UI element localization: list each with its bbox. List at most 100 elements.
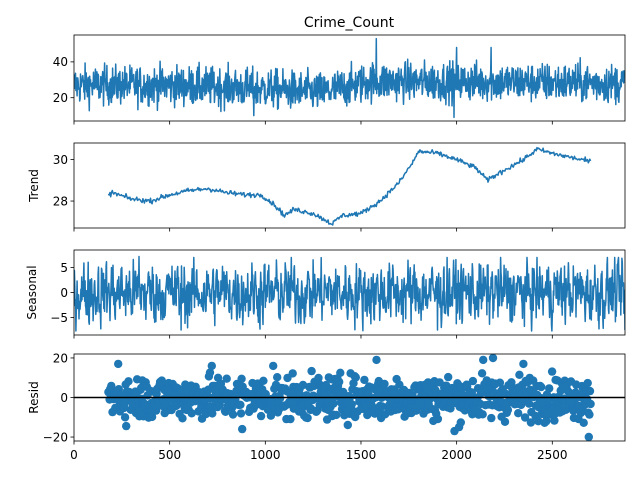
resid-point: [586, 399, 595, 409]
resid-point: [503, 405, 513, 415]
resid-point: [256, 411, 266, 421]
x-tick-label: 500: [158, 448, 181, 462]
resid-point: [478, 410, 487, 419]
resid-point: [343, 420, 352, 430]
resid-point: [537, 382, 546, 392]
resid-point: [114, 359, 123, 369]
resid-point: [579, 418, 588, 427]
x-tick-label: 2500: [537, 448, 568, 462]
resid-point: [514, 409, 523, 418]
resid-point: [298, 380, 308, 390]
resid-point: [307, 366, 316, 376]
resid-point: [124, 377, 133, 386]
resid-point: [524, 399, 534, 408]
resid-point: [515, 370, 524, 379]
resid-point: [585, 410, 594, 419]
resid-point: [303, 413, 312, 423]
resid-point: [237, 374, 246, 383]
x-tick-label: 1000: [250, 448, 281, 462]
y-tick-label: 5: [60, 261, 68, 275]
y-tick-label: 20: [53, 91, 68, 105]
resid-point: [583, 378, 592, 388]
panel-trend: 28 30 Trend: [27, 142, 626, 232]
resid-point: [222, 374, 231, 383]
resid-point: [151, 406, 161, 415]
resid-point: [351, 373, 360, 382]
resid-point: [261, 389, 270, 399]
resid-point: [456, 418, 465, 427]
observed-series-line: [74, 37, 625, 119]
resid-point: [500, 417, 510, 426]
resid-point: [336, 368, 345, 377]
resid-point: [286, 414, 295, 424]
resid-point: [550, 416, 559, 425]
resid-point: [207, 361, 216, 371]
resid-point: [468, 376, 478, 386]
resid-point: [228, 410, 238, 419]
resid-point: [444, 372, 453, 382]
resid-point: [332, 410, 341, 420]
resid-point: [205, 368, 215, 377]
seasonal-ylabel: Seasonal: [25, 265, 39, 319]
y-tick-label: −5: [50, 311, 68, 325]
resid-point: [295, 390, 305, 399]
resid-point: [479, 355, 488, 365]
resid-point: [122, 421, 131, 431]
y-tick-label: 40: [53, 55, 68, 69]
resid-point: [545, 384, 554, 393]
resid-point: [534, 417, 543, 426]
resid-point: [120, 413, 130, 422]
resid-point: [526, 418, 536, 427]
plot-area: [104, 354, 595, 441]
trend-series-line: [107, 146, 592, 226]
resid-point: [372, 355, 381, 365]
resid-point: [507, 378, 516, 387]
resid-point: [495, 378, 505, 387]
resid-point: [187, 409, 196, 418]
resid-point: [542, 416, 551, 426]
x-tick-label: 1500: [346, 448, 377, 462]
resid-point: [236, 400, 245, 409]
panel-seasonal: −5 0 5 Seasonal: [25, 249, 626, 339]
seasonal-series-line: [74, 255, 625, 332]
y-tick-label: 30: [53, 153, 68, 167]
resid-point: [519, 359, 528, 369]
resid-point: [347, 400, 356, 409]
resid-point: [487, 413, 496, 423]
resid-point: [329, 399, 338, 408]
y-tick-label: 0: [60, 286, 68, 300]
resid-point: [335, 377, 344, 386]
resid-point: [269, 361, 278, 371]
plot-area: [74, 37, 625, 119]
plot-area: [107, 146, 592, 226]
y-tick-label: 28: [53, 194, 68, 208]
resid-point: [288, 369, 297, 378]
y-tick-label: 20: [53, 351, 68, 365]
resid-point: [584, 432, 593, 441]
resid-point: [238, 424, 247, 434]
resid-point: [477, 369, 487, 378]
resid-point: [488, 354, 498, 363]
y-tick-label: 0: [60, 391, 68, 405]
resid-point: [273, 373, 282, 382]
resid-ylabel: Resid: [27, 381, 41, 413]
trend-ylabel: Trend: [27, 169, 41, 203]
resid-point: [520, 413, 530, 422]
resid-point: [547, 367, 557, 376]
x-tick-label: 2000: [441, 448, 472, 462]
panel-frame: [73, 142, 626, 229]
resid-point: [259, 376, 268, 385]
panel-frame: [73, 34, 626, 122]
resid-point: [585, 386, 595, 396]
plot-area: [74, 255, 625, 332]
resid-point: [178, 414, 187, 423]
chart-title: Crime_Count: [304, 15, 395, 31]
resid-point: [380, 379, 389, 389]
x-tick-label: 0: [70, 448, 78, 462]
resid-point: [360, 375, 369, 385]
resid-point: [236, 409, 246, 418]
